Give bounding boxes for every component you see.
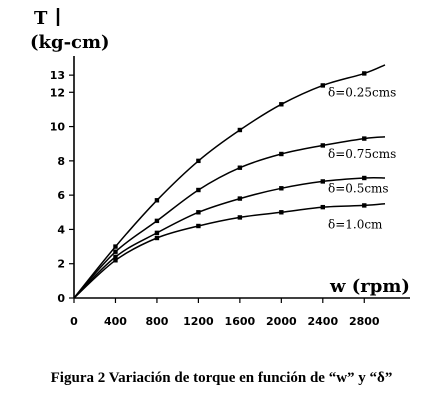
- series-1-point: [113, 249, 118, 254]
- x-tick-label: 2800: [349, 315, 380, 328]
- x-tick-label: 0: [70, 315, 78, 328]
- x-tick-label: 2400: [307, 315, 338, 328]
- series-3-point: [237, 215, 243, 220]
- y-tick-label: 0: [57, 292, 65, 305]
- series-2-point: [196, 210, 201, 215]
- y-tick-label: 8: [57, 155, 65, 168]
- series-label-1: δ=0.75cms: [328, 147, 396, 161]
- series-2-point: [154, 230, 160, 236]
- x-tick-label: 1600: [225, 315, 256, 328]
- y-axis-unit: (kg-cm): [30, 32, 110, 53]
- y-tick-label: 2: [57, 258, 65, 271]
- series-0-point: [196, 158, 201, 164]
- series-group: δ=0.25cms δ=0.75cms δ=0.5cms δ=1.0cm: [73, 64, 396, 299]
- series-3-point: [154, 235, 160, 241]
- series-3-point: [362, 203, 367, 208]
- series-label-3: δ=1.0cm: [328, 217, 383, 231]
- series-1-point: [154, 218, 160, 224]
- series-label-0: δ=0.25cms: [328, 85, 396, 99]
- y-tick-label: 12: [50, 86, 65, 99]
- series-0-point: [237, 127, 243, 133]
- series-0-point: [320, 83, 325, 88]
- x-tick-label: 400: [104, 315, 127, 328]
- series-3-point: [113, 258, 118, 263]
- axes: 0 2 4 6 8 10 12 13 0 400 800 1200 1600 2000 2400 2800: [50, 8, 410, 328]
- series-2-point: [279, 186, 284, 191]
- series-0-point: [154, 198, 160, 203]
- y-axis-symbol: T: [34, 8, 48, 29]
- series-0-point: [279, 102, 284, 107]
- series-1-point: [362, 136, 367, 141]
- series-0-point: [362, 71, 367, 76]
- y-tick-label: 4: [57, 223, 65, 236]
- series-3-point: [320, 204, 325, 210]
- x-tick-label: 1200: [183, 315, 214, 328]
- x-axis-title: w (rpm): [329, 276, 410, 297]
- series-2-point: [362, 175, 367, 181]
- y-tick-label: 10: [50, 121, 66, 134]
- series-1-point: [320, 143, 325, 148]
- series-2-point: [320, 179, 325, 184]
- series-1-point: [279, 151, 284, 157]
- series-1-point: [196, 187, 201, 193]
- series-0-point: [113, 244, 118, 249]
- series-2-point: [237, 196, 243, 201]
- series-1-point: [237, 165, 243, 170]
- figure-caption: Figura 2 Variación de torque en función …: [50, 370, 393, 386]
- series-3-point: [279, 210, 284, 215]
- series-2-point: [113, 254, 118, 260]
- series-3-point: [196, 223, 201, 229]
- x-tick-label: 2000: [266, 315, 297, 328]
- x-tick-label: 800: [145, 315, 168, 328]
- y-tick-label: 13: [50, 69, 65, 82]
- series-label-2: δ=0.5cms: [328, 181, 389, 195]
- y-tick-label: 6: [57, 189, 65, 202]
